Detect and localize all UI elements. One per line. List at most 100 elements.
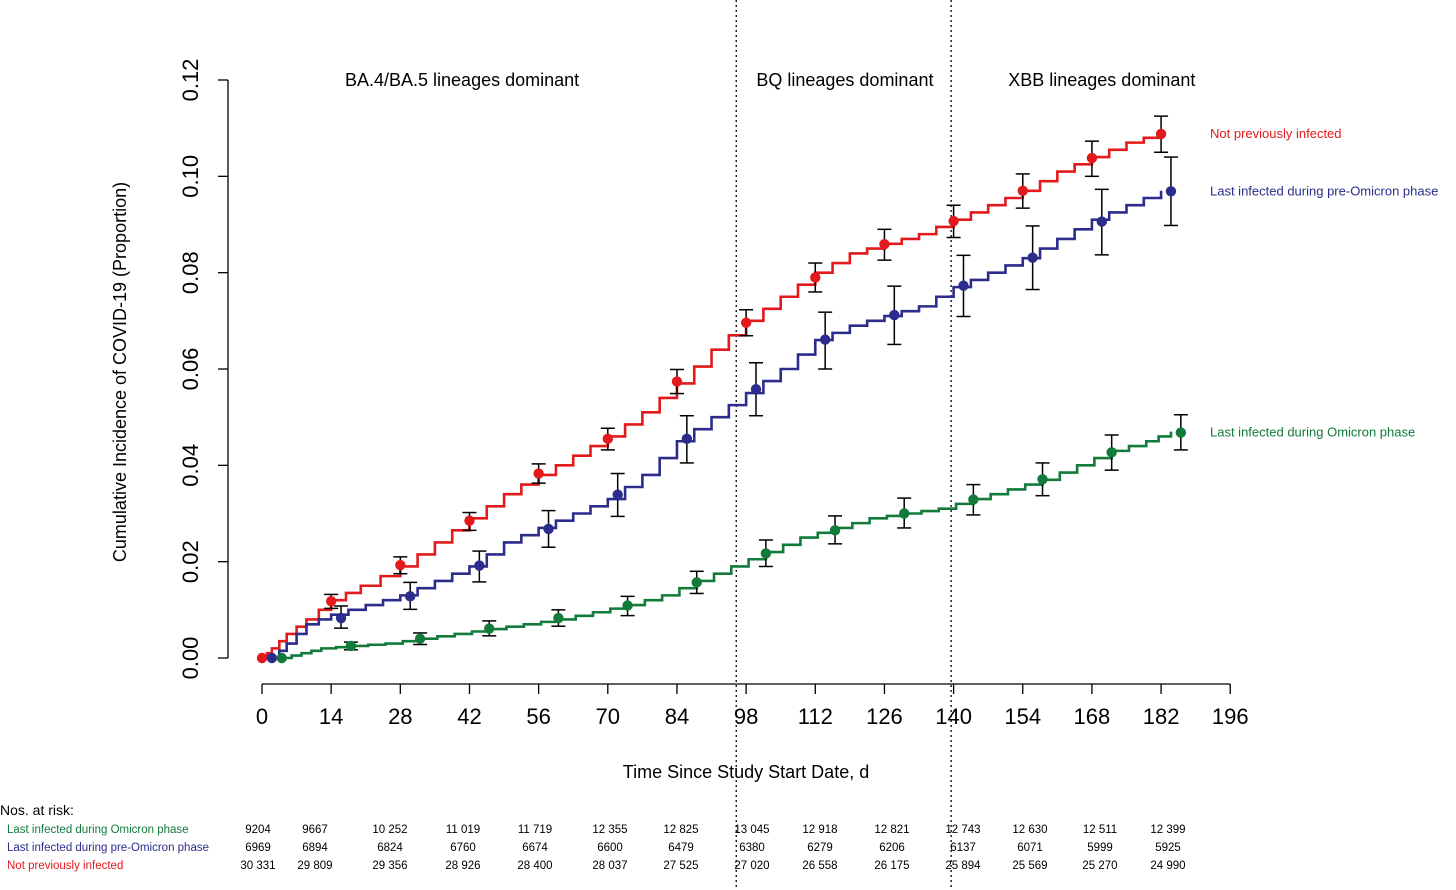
risk-row-label: Last infected during pre-Omicron phase xyxy=(7,842,209,854)
risk-cell: 5925 xyxy=(1155,842,1181,854)
x-tick-label: 56 xyxy=(526,704,550,729)
series-line xyxy=(271,190,1163,660)
risk-cell: 12 918 xyxy=(802,824,837,836)
data-point xyxy=(543,523,554,535)
risk-cell: 12 511 xyxy=(1083,824,1117,836)
risk-cell: 28 400 xyxy=(517,860,552,872)
series-line xyxy=(262,132,1163,660)
data-point xyxy=(612,489,623,500)
y-tick-label: 0.00 xyxy=(178,637,203,680)
x-tick-label: 168 xyxy=(1074,704,1111,729)
data-point xyxy=(533,468,544,479)
risk-cell: 6600 xyxy=(597,842,623,854)
data-point xyxy=(681,433,693,445)
data-point xyxy=(889,309,900,321)
data-point xyxy=(810,272,821,283)
risk-cell: 6894 xyxy=(302,842,328,854)
data-point xyxy=(958,280,969,291)
data-point xyxy=(1165,186,1177,197)
data-point xyxy=(1037,474,1048,485)
risk-cell: 6380 xyxy=(739,842,765,854)
risk-cell: 27 020 xyxy=(734,860,769,872)
x-tick-label: 0 xyxy=(256,704,268,729)
risk-cell: 6206 xyxy=(879,842,905,854)
risk-cell: 6071 xyxy=(1017,842,1043,854)
series-group xyxy=(256,115,1169,664)
phase-label: XBB lineages dominant xyxy=(1008,70,1195,90)
data-point xyxy=(345,640,357,652)
data-point xyxy=(464,515,475,526)
risk-cell: 27 525 xyxy=(663,860,698,872)
data-point xyxy=(1027,252,1038,263)
risk-cell: 25 569 xyxy=(1012,860,1047,872)
risk-cell: 9204 xyxy=(245,824,271,836)
data-point xyxy=(325,595,337,607)
x-tick-label: 140 xyxy=(935,704,972,729)
x-tick-label: 126 xyxy=(866,704,903,729)
risk-cell: 28 037 xyxy=(592,860,627,872)
phase-label: BA.4/BA.5 lineages dominant xyxy=(345,70,579,90)
series-line xyxy=(281,431,1173,660)
data-point xyxy=(266,652,278,664)
risk-cell: 25 270 xyxy=(1082,860,1117,872)
data-point xyxy=(879,239,890,250)
risk-cell: 9667 xyxy=(302,824,328,836)
x-tick-label: 28 xyxy=(388,704,412,729)
series-group xyxy=(266,156,1178,664)
risk-cell: 12 630 xyxy=(1012,824,1047,836)
data-point xyxy=(948,215,959,227)
data-point xyxy=(899,508,910,519)
x-tick-label: 70 xyxy=(596,704,620,729)
data-point xyxy=(256,652,268,664)
risk-cell: 12 743 xyxy=(945,824,980,836)
risk-cell: 13 045 xyxy=(734,824,769,836)
x-tick-label: 98 xyxy=(734,704,758,729)
phase-labels: BA.4/BA.5 lineages dominant BQ lineages d… xyxy=(345,70,1195,90)
risk-cell: 12 399 xyxy=(1150,824,1185,836)
risk-cell: 30 331 xyxy=(240,860,275,872)
risk-cell: 6137 xyxy=(950,842,976,854)
y-tick-label: 0.12 xyxy=(178,59,203,102)
risk-cell: 10 252 xyxy=(372,824,407,836)
risk-cell: 6479 xyxy=(668,842,694,854)
risk-cell: 26 175 xyxy=(874,860,909,872)
risk-cell: 12 825 xyxy=(663,824,698,836)
risk-row-label: Last infected during Omicron phase xyxy=(7,824,189,836)
series-label: Not previously infected xyxy=(1210,126,1342,141)
data-point xyxy=(1096,216,1108,227)
data-point xyxy=(740,317,752,328)
risk-cell: 29 356 xyxy=(372,860,407,872)
risk-cell: 6760 xyxy=(450,842,476,854)
series-layer xyxy=(256,115,1188,664)
x-tick-label: 196 xyxy=(1212,704,1249,729)
risk-cell: 24 990 xyxy=(1150,860,1185,872)
y-tick-label: 0.10 xyxy=(178,155,203,198)
data-point xyxy=(750,384,762,395)
data-point xyxy=(829,525,841,536)
risk-cell: 6674 xyxy=(522,842,548,854)
risk-table: Nos. at risk: Last infected during Omicr… xyxy=(0,802,1186,872)
x-tick-label: 84 xyxy=(665,704,689,729)
y-tick-label: 0.02 xyxy=(178,540,203,583)
risk-row-label: Not previously infected xyxy=(7,860,123,872)
risk-cell: 26 558 xyxy=(802,860,837,872)
risk-cell: 6824 xyxy=(377,842,403,854)
x-axis-title: Time Since Study Start Date, d xyxy=(623,762,869,782)
data-point xyxy=(760,548,772,559)
series-label: Last infected during pre-Omicron phase xyxy=(1210,183,1438,198)
y-tick-label: 0.06 xyxy=(178,348,203,391)
data-point xyxy=(553,612,564,624)
data-point xyxy=(1175,427,1187,438)
x-tick-label: 112 xyxy=(798,704,833,729)
data-point xyxy=(395,559,406,571)
data-point xyxy=(968,494,979,505)
series-labels: Not previously infected Last infected dur… xyxy=(1210,126,1438,440)
risk-cell: 6279 xyxy=(807,842,833,854)
phase-boundaries xyxy=(735,0,952,890)
risk-cell: 6969 xyxy=(245,842,271,854)
risk-cell: 12 821 xyxy=(874,824,909,836)
phase-label: BQ lineages dominant xyxy=(756,70,933,90)
y-axis-title: Cumulative Incidence of COVID-19 (Propor… xyxy=(110,182,130,562)
x-axis: 0 14 28 42 56 70 84 98 112 126 140 154 168 182 196 xyxy=(256,683,1249,729)
